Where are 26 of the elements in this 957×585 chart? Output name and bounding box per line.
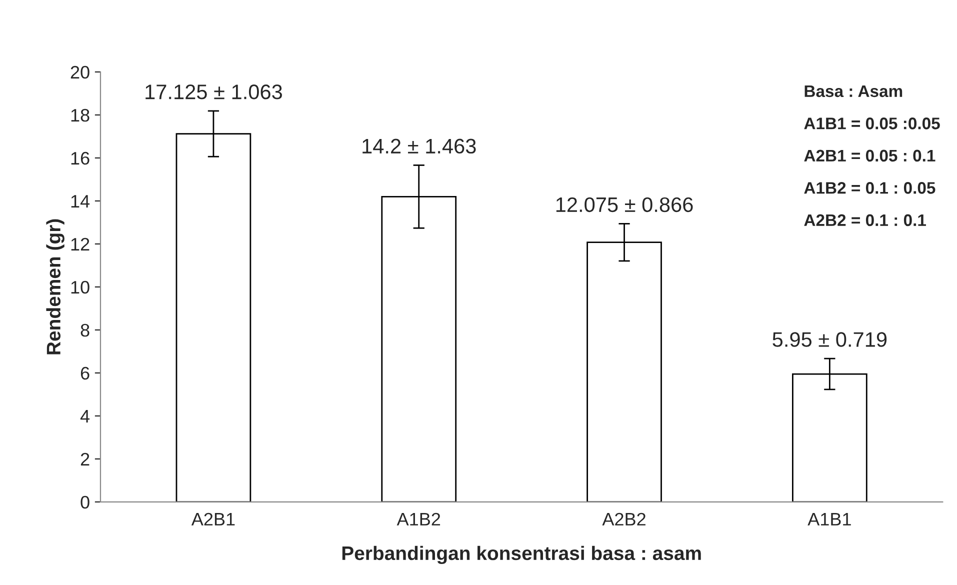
y-tick-label: 18 — [71, 108, 90, 122]
y-tick-label: 0 — [80, 496, 90, 509]
annotation: A2B1 = 0.05 : 0.1 — [804, 150, 936, 162]
y-tick-label: 12 — [71, 238, 90, 250]
data-label: 12.075 ± 0.866 — [556, 197, 693, 212]
y-tick-label: 4 — [80, 410, 90, 422]
x-tick-label: A2B2 — [602, 512, 646, 526]
y-tick-label: 10 — [71, 280, 90, 294]
data-label: 5.95 ± 0.719 — [772, 332, 887, 347]
x-tick-label: A1B2 — [396, 512, 440, 526]
annotation: A1B2 = 0.1 : 0.05 — [804, 182, 936, 194]
y-tick-label: 8 — [80, 324, 90, 337]
annotation: A2B2 = 0.1 : 0.1 — [804, 214, 926, 226]
y-tick-label: 2 — [80, 452, 90, 466]
data-label: 14.2 ± 1.463 — [362, 138, 476, 154]
y-tick-label: 20 — [70, 66, 90, 79]
annotation: A1B1 = 0.05 :0.05 — [804, 118, 940, 130]
x-tick-label: A2B1 — [191, 512, 235, 526]
y-tick-label: 14 — [71, 195, 90, 208]
annotation: Basa : Asam — [804, 85, 902, 98]
y-axis-title: Rendemen (gr) — [46, 219, 64, 354]
x-tick-label: A1B1 — [808, 513, 851, 526]
y-tick-label: 16 — [71, 152, 90, 165]
data-label: 17.125 ± 1.063 — [146, 84, 282, 100]
x-axis-title: Perbandingan konsentrasi basa : asam — [342, 546, 701, 564]
y-tick-label: 6 — [80, 366, 90, 380]
